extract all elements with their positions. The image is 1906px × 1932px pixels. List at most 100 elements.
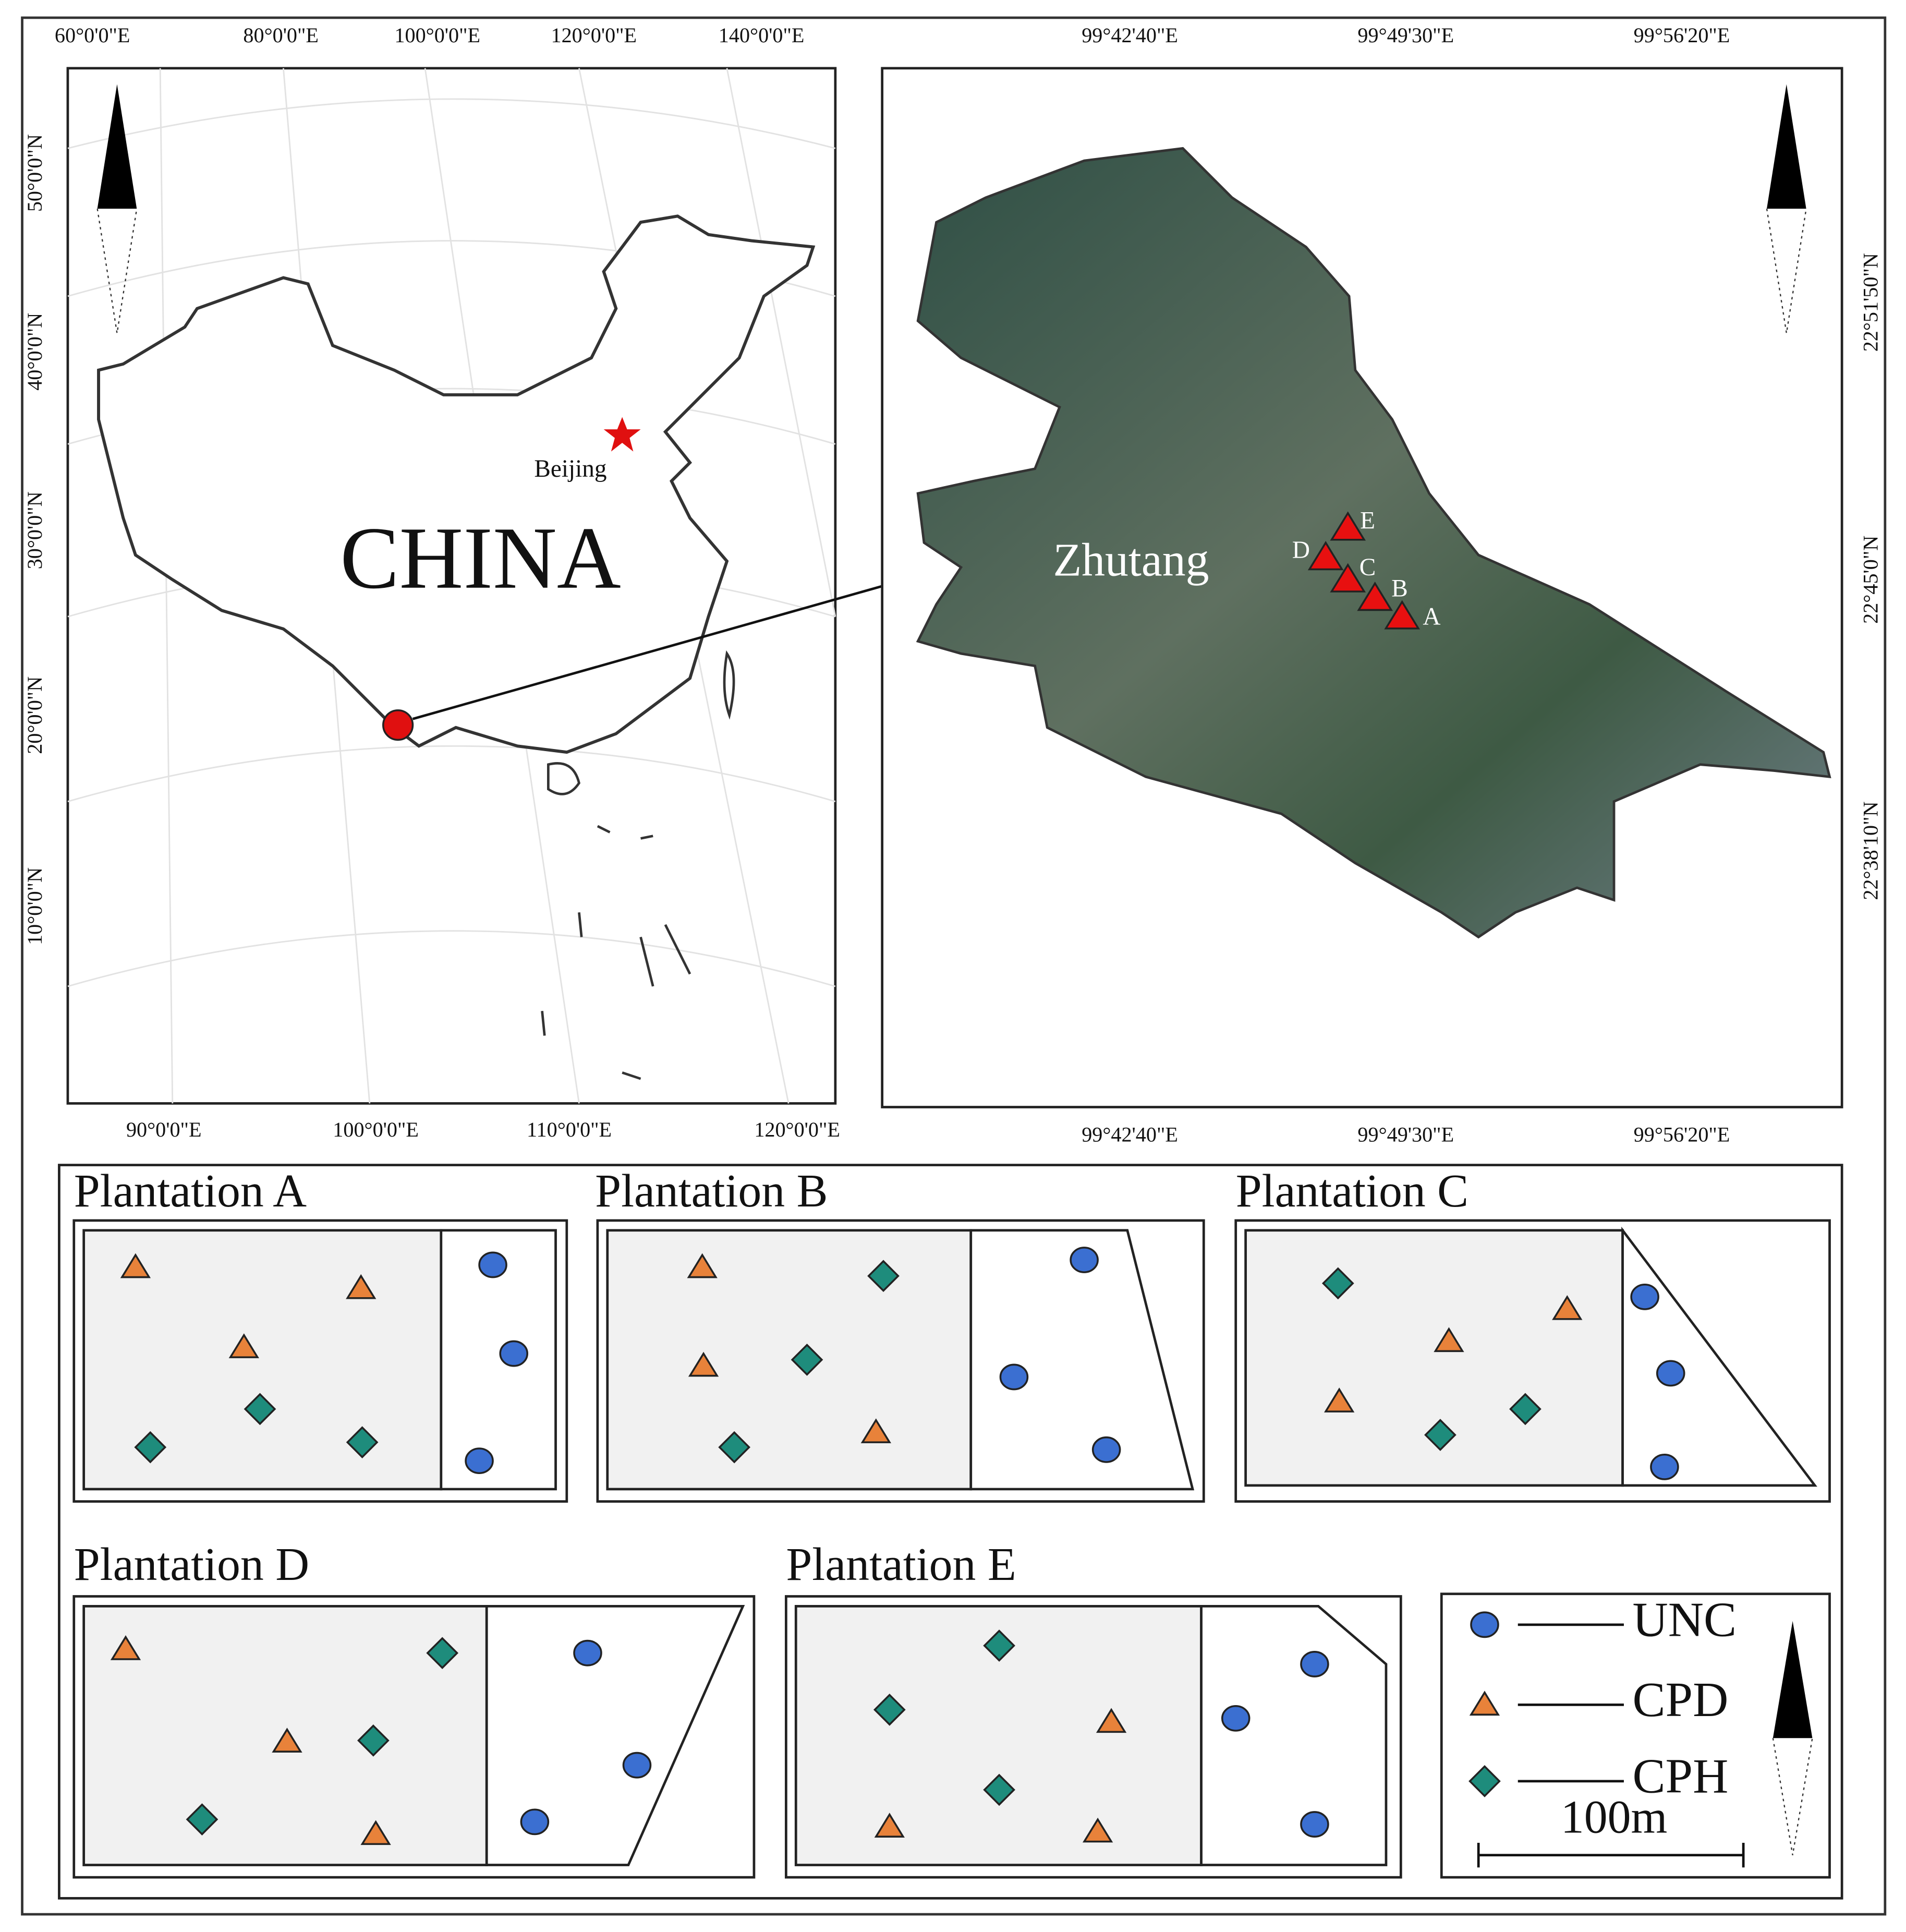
treated-area xyxy=(606,1229,973,1491)
scale-bar xyxy=(1477,1843,1745,1868)
site-label: D xyxy=(1292,537,1310,564)
tick-label: 99°49'30"E xyxy=(1357,1122,1454,1146)
tick-label: 22°38'10"N xyxy=(1859,802,1882,900)
plot-marker xyxy=(478,1251,507,1278)
plot-marker xyxy=(272,1728,302,1753)
plot-marker xyxy=(873,1693,906,1726)
north-arrow xyxy=(1773,1621,1813,1738)
place-label: Zhutang xyxy=(1053,535,1209,586)
plot-marker xyxy=(465,1447,494,1474)
control-area xyxy=(485,1605,745,1866)
plot-marker xyxy=(1509,1393,1541,1426)
plot-marker xyxy=(1324,1387,1355,1412)
legend-label: UNC xyxy=(1632,1593,1737,1647)
plot-marker xyxy=(874,1813,905,1838)
plot-marker xyxy=(1096,1708,1127,1733)
plot-marker xyxy=(983,1629,1015,1662)
islands xyxy=(541,650,735,1080)
site-label: C xyxy=(1359,554,1376,581)
tick-label: 99°42'40"E xyxy=(1082,1122,1178,1146)
tick-label: 110°0'0"E xyxy=(527,1118,612,1141)
plot-marker xyxy=(860,1418,891,1443)
plot-marker xyxy=(791,1344,823,1376)
plot-marker xyxy=(1552,1295,1583,1320)
tick-label: 60°0'0"E xyxy=(55,23,130,47)
arrow xyxy=(412,566,949,720)
plot-marker xyxy=(360,1820,391,1845)
country-label: CHINA xyxy=(340,509,621,607)
plot-marker xyxy=(346,1274,377,1299)
tick-label: 120°0'0"E xyxy=(551,23,637,47)
plot-marker xyxy=(186,1803,218,1836)
plot-marker xyxy=(499,1340,528,1367)
tick-label: 140°0'0"E xyxy=(719,23,805,47)
plot-marker xyxy=(1070,1247,1099,1273)
plot-marker xyxy=(1091,1436,1121,1463)
tick-label: 100°0'0"E xyxy=(333,1118,419,1141)
tick-label: 99°42'40"E xyxy=(1082,23,1178,47)
control-area xyxy=(1200,1605,1388,1866)
plantation-title: Plantation B xyxy=(595,1165,828,1217)
plot-marker xyxy=(357,1724,390,1757)
plantation-title: Plantation D xyxy=(74,1539,309,1590)
plot-marker xyxy=(426,1637,459,1670)
tick-label: 50°0'0"N xyxy=(23,134,46,212)
site-label: A xyxy=(1423,603,1440,631)
plot-marker xyxy=(120,1253,151,1278)
tick-label: 120°0'0"E xyxy=(754,1118,840,1141)
site-marker xyxy=(1330,563,1366,593)
plantation-title: Plantation E xyxy=(786,1539,1016,1590)
plot-marker xyxy=(573,1639,602,1667)
tick-label: 99°56'20"E xyxy=(1634,23,1730,47)
plot-marker xyxy=(1221,1705,1251,1732)
control-area xyxy=(440,1229,557,1491)
china-outline xyxy=(97,214,816,754)
plot-marker xyxy=(1650,1454,1679,1480)
study-site xyxy=(382,709,414,741)
beijing-star xyxy=(603,417,641,452)
tick-label: 22°45'0"N xyxy=(1859,536,1882,624)
north-arrow xyxy=(1772,1737,1813,1855)
tick-label: 99°49'30"E xyxy=(1357,23,1454,47)
plot-marker xyxy=(1424,1419,1456,1451)
scale-label: 100m xyxy=(1561,1791,1667,1843)
legend-marker xyxy=(1468,1765,1501,1797)
plot-marker xyxy=(718,1431,750,1464)
tick-label: 20°0'0"N xyxy=(23,677,46,754)
plot-marker xyxy=(244,1393,276,1426)
legend-label: CPH xyxy=(1632,1749,1728,1804)
city-label: Beijing xyxy=(534,455,606,482)
plot-marker xyxy=(1300,1651,1329,1677)
tick-label: 10°0'0"N xyxy=(23,867,46,945)
plot-marker xyxy=(1082,1817,1113,1843)
control-area xyxy=(969,1229,1195,1491)
legend-marker xyxy=(1470,1611,1499,1638)
plot-marker xyxy=(228,1333,259,1358)
plot-marker xyxy=(1321,1267,1354,1300)
plot-marker xyxy=(622,1752,652,1779)
plot-marker xyxy=(999,1363,1029,1391)
control-area xyxy=(1621,1226,1817,1487)
site-label: E xyxy=(1360,507,1375,534)
tick-label: 90°0'0"E xyxy=(126,1118,202,1141)
plot-marker xyxy=(983,1773,1015,1806)
satellite-image xyxy=(916,147,1831,939)
site-marker xyxy=(1357,582,1393,611)
tick-label: 30°0'0"N xyxy=(23,491,46,569)
north-arrow xyxy=(1766,208,1807,333)
north-arrow xyxy=(1767,84,1806,209)
plot-marker xyxy=(867,1260,900,1293)
legend-box xyxy=(1440,1592,1831,1879)
tick-label: 40°0'0"N xyxy=(23,313,46,391)
plot-marker xyxy=(688,1351,719,1377)
tick-label: 22°51'50"N xyxy=(1859,253,1882,352)
plot-marker xyxy=(1300,1811,1329,1838)
plot-marker xyxy=(134,1431,167,1464)
plantation-title: Plantation A xyxy=(74,1165,307,1217)
site-marker xyxy=(1384,600,1421,630)
site-marker xyxy=(1330,511,1366,541)
tick-label: 99°56'20"E xyxy=(1634,1122,1730,1146)
site-label: B xyxy=(1391,575,1408,602)
